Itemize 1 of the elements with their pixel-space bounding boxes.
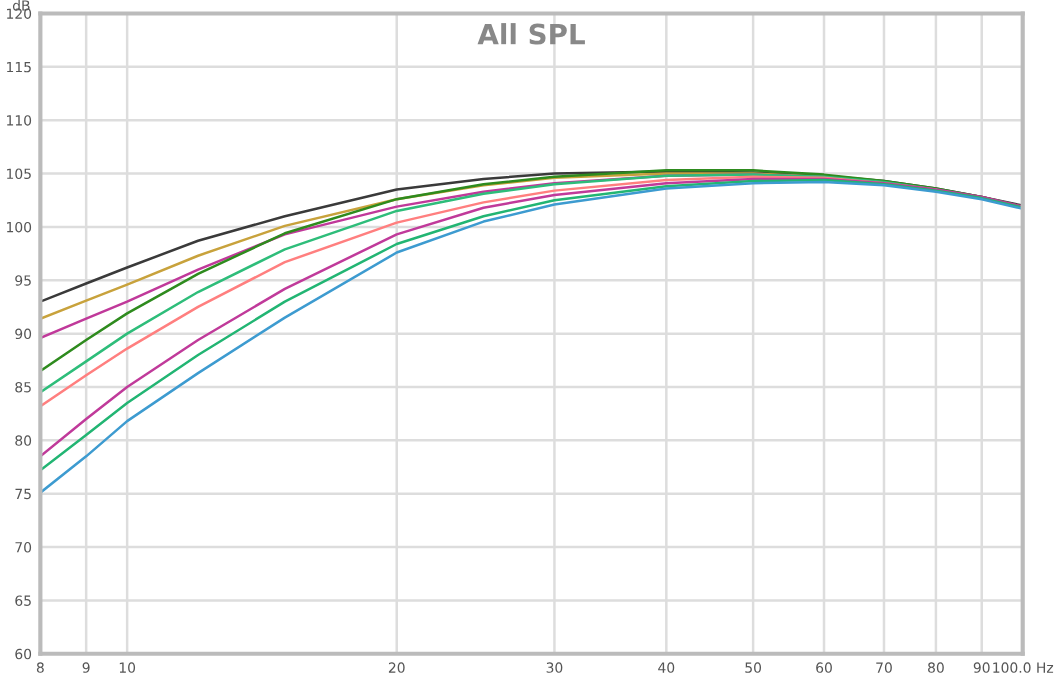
chart-title: All SPL bbox=[477, 23, 585, 45]
